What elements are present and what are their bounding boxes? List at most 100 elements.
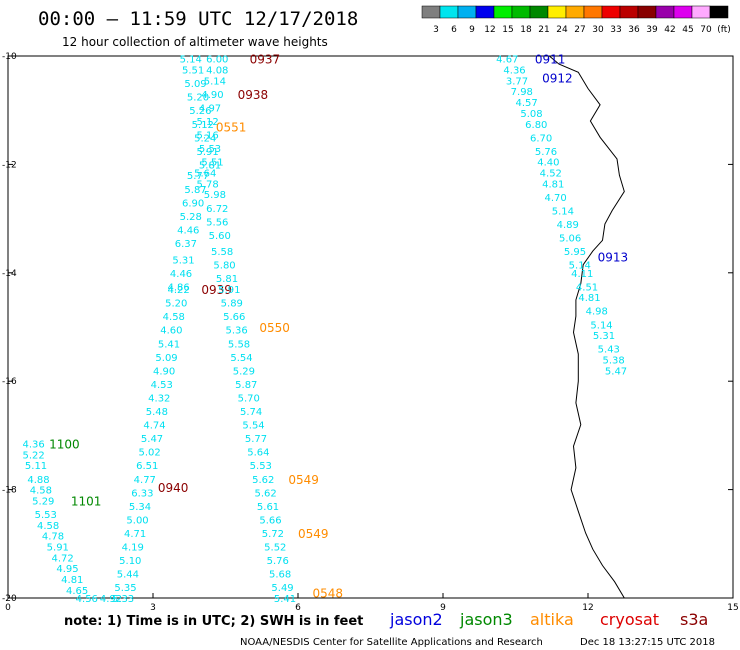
swh-value: 3.77	[506, 76, 528, 87]
swh-value: 4.97	[199, 103, 221, 114]
colorbar-label: 6	[451, 25, 457, 35]
y-tick-label: -10	[2, 52, 17, 62]
swh-value: 5.61	[257, 502, 279, 513]
swh-value: 5.76	[535, 147, 557, 158]
pass-time-label: 0937	[250, 53, 281, 67]
credit-text: NOAA/NESDIS Center for Satellite Applica…	[240, 637, 543, 648]
pass-time-label: 0549	[298, 527, 329, 541]
swh-value: 5.10	[119, 556, 141, 567]
swh-value: 4.58	[30, 486, 52, 497]
colorbar-label: 3	[433, 25, 439, 35]
y-tick-label: -20	[2, 594, 17, 604]
axes: 0 3 6 9 12 15 -10 -12 -14 -16 -18 -20	[2, 52, 739, 613]
swh-value: 6.37	[175, 239, 197, 250]
swh-value: 5.80	[213, 261, 235, 272]
swh-value: 5.68	[269, 570, 291, 581]
colorbar-swatch	[691, 5, 711, 19]
swh-value: 5.48	[146, 407, 168, 418]
pass-time-label: 0549	[288, 473, 319, 487]
swh-value: 4.78	[42, 532, 64, 543]
colorbar-swatch	[709, 5, 729, 19]
x-tick-label: 12	[582, 603, 593, 613]
swh-value: 5.62	[252, 475, 274, 486]
swh-value: 4.57	[516, 98, 538, 109]
swh-value: 5.78	[197, 179, 219, 190]
swh-value: 5.02	[139, 448, 161, 459]
swh-value: 5.31	[172, 255, 194, 266]
y-tick-label: -18	[2, 486, 17, 496]
pass-time-label: 0938	[238, 88, 269, 102]
pass-time-label: 0912	[542, 72, 573, 86]
swh-value: 4.58	[163, 312, 185, 323]
colorbar-swatch	[619, 5, 639, 19]
swh-value: 5.08	[520, 109, 542, 120]
swh-value: 4.36	[503, 66, 525, 77]
colorbar-swatch	[565, 5, 585, 19]
swh-value: 4.74	[143, 421, 165, 432]
swh-value: 6.33	[131, 488, 153, 499]
colorbar-label: 21	[538, 25, 549, 35]
swh-value: 4.08	[206, 66, 228, 77]
swh-value: 4.71	[124, 529, 146, 540]
swh-value: 5.81	[216, 274, 238, 285]
swh-value: 4.56	[76, 594, 98, 605]
colorbar-label: 36	[628, 25, 640, 35]
pass-time-label: 0939	[201, 283, 232, 297]
swh-value: 6.90	[182, 198, 204, 209]
colorbar-swatch	[655, 5, 675, 19]
colorbar-swatch	[511, 5, 531, 19]
y-tick-label: -16	[2, 377, 17, 387]
swh-value: 5.34	[129, 502, 151, 513]
swh-value: 5.74	[240, 407, 262, 418]
swh-value: 5.98	[204, 190, 226, 201]
swh-value: 4.32	[148, 393, 170, 404]
swh-value: 4.46	[177, 225, 199, 236]
swh-value: 6.72	[206, 204, 228, 215]
colorbar-swatch	[529, 5, 549, 19]
swh-value: 5.44	[117, 570, 139, 581]
pass-time-label: 0913	[598, 251, 629, 265]
swh-value: 5.64	[247, 448, 269, 459]
swh-value: 4.90	[153, 366, 175, 377]
coastline	[548, 55, 625, 599]
swh-value: 5.62	[255, 488, 277, 499]
swh-value: 5.64	[194, 169, 216, 180]
swh-value: 5.77	[245, 434, 267, 445]
pass-time-label: 1101	[71, 494, 102, 508]
swh-value: 5.51	[182, 66, 204, 77]
swh-value: 4.72	[52, 553, 74, 564]
swh-value: 5.16	[197, 131, 219, 142]
swh-value: 4.40	[537, 158, 559, 169]
swh-value: 4.52	[540, 169, 562, 180]
swh-value: 4.86	[168, 282, 190, 293]
swh-value: 5.09	[155, 353, 177, 364]
swh-value: 5.91	[197, 147, 219, 158]
y-tick-label: -12	[2, 160, 17, 170]
colorbar-swatch	[439, 5, 459, 19]
swh-value: 5.87	[184, 185, 206, 196]
colorbar-label: (ft)	[717, 25, 731, 35]
colorbar-swatch	[601, 5, 621, 19]
legend-jason2: jason2	[389, 610, 443, 629]
y-tick-label: -14	[2, 269, 17, 279]
swh-value: 4.88	[27, 475, 49, 486]
swh-value: 4.95	[56, 564, 78, 575]
swh-value: 4.51	[576, 282, 598, 293]
swh-value: 5.20	[165, 299, 187, 310]
swh-value: 5.22	[23, 450, 45, 461]
swh-value: 5.77	[187, 171, 209, 182]
swh-value: 5.14	[204, 76, 226, 87]
swh-value: 5.81	[199, 160, 221, 171]
chart-subtitle: 12 hour collection of altimeter wave hei…	[62, 35, 328, 49]
legend-jason3: jason3	[459, 610, 513, 629]
colorbar-label: 18	[520, 25, 532, 35]
colorbar-label: 30	[592, 25, 604, 35]
colorbar-swatch	[493, 5, 513, 19]
colorbar-swatch	[547, 5, 567, 19]
swh-value: 5.58	[228, 339, 250, 350]
swh-value: 4.58	[37, 521, 59, 532]
swh-value: 5.41	[274, 594, 296, 605]
swh-value: 5.66	[223, 312, 245, 323]
colorbar-label: 42	[664, 25, 675, 35]
swh-value: 4.89	[557, 220, 579, 231]
